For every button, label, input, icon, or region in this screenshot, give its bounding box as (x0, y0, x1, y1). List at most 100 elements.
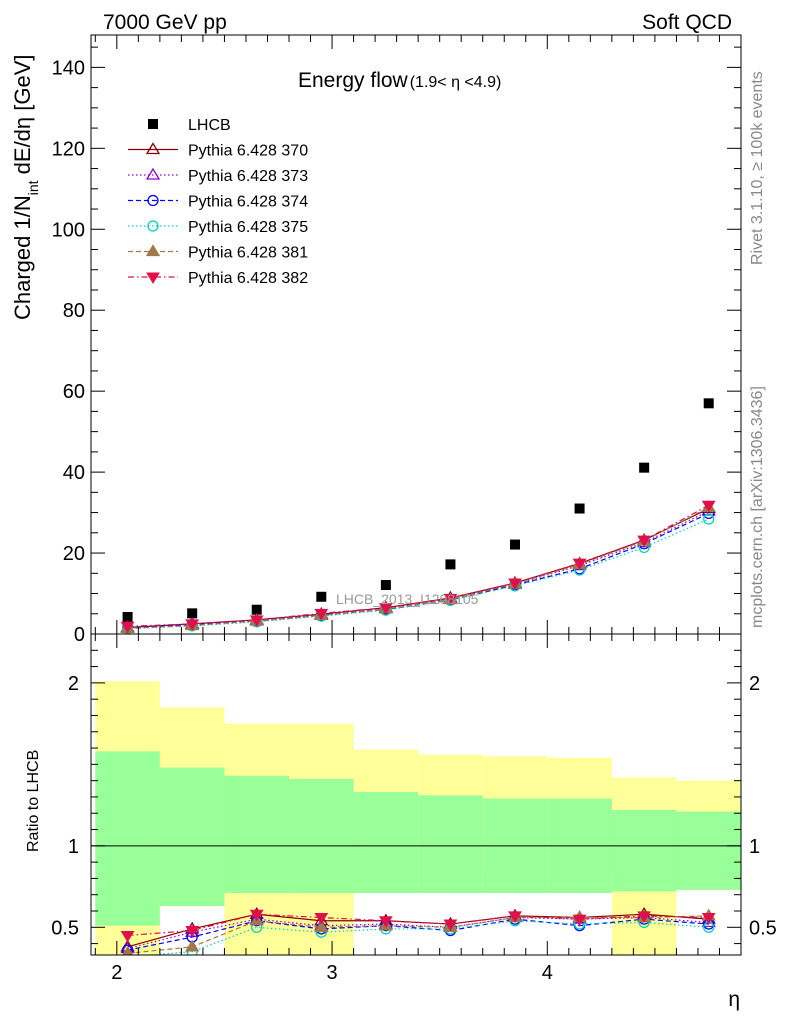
main-series-line (127, 506, 709, 629)
data-point-lhcb (122, 612, 133, 623)
ratio-data-point (314, 920, 329, 932)
data-point-lhcb (316, 591, 327, 602)
ratio-data-point (378, 916, 393, 928)
main-title-text: Energy flow (298, 69, 409, 92)
inner-band-bin (159, 767, 225, 907)
legend-marker (145, 244, 161, 257)
main-series (121, 507, 715, 634)
legend-marker (146, 272, 160, 284)
x-tick-label: 4 (542, 962, 553, 984)
main-y-tick-label: 80 (63, 300, 85, 322)
legend: LHCB Pythia 6.428 370 Pythia 6.428 373 Pyth… (128, 117, 308, 287)
header-process: Soft QCD (642, 11, 732, 34)
ratio-y-tick-label: 2 (68, 673, 79, 695)
main-series (120, 500, 716, 634)
ratio-data-point (249, 909, 264, 922)
data-point-lhcb (251, 604, 262, 615)
data-point-lhcb (510, 539, 521, 550)
legend-entry: LHCB (148, 117, 231, 134)
legend-marker (145, 142, 161, 155)
main-data-point (314, 608, 329, 621)
legend-label: Pythia 6.428 374 (188, 194, 308, 211)
mcplots-label: mcplots.cern.ch [arXiv:1306.3436] (749, 386, 766, 628)
main-y-tick-label: 60 (63, 381, 85, 403)
legend-label: LHCB (188, 117, 231, 134)
inner-band-bin (95, 751, 160, 926)
legend-marker (147, 220, 159, 232)
main-y-tick-label: 40 (63, 462, 85, 484)
main-y-tick-label: 100 (52, 219, 85, 241)
main-series-line (127, 507, 709, 629)
legend-marker (148, 119, 158, 129)
inner-band-bin (418, 795, 483, 894)
main-y-tick-label: 0 (74, 624, 85, 646)
ratio-data-point (314, 913, 329, 925)
inner-band-bin (676, 811, 741, 890)
ratio-bands (95, 681, 741, 955)
x-tick-label: 2 (111, 962, 122, 984)
ratio-data-point (121, 944, 134, 955)
legend-marker (145, 167, 161, 180)
main-series-line (127, 510, 709, 629)
ratio-series-line (127, 913, 709, 937)
legend-entry: Pythia 6.428 374 (128, 194, 308, 211)
ratio-data-point (701, 913, 716, 925)
main-data-point (703, 513, 715, 525)
ratio-y-tick-label-right: 0.5 (749, 917, 777, 939)
main-series (121, 513, 715, 635)
ratio-y-axis-label: Ratio to LHCB (25, 750, 42, 852)
data-point-lhcb (639, 462, 650, 473)
data-point-lhcb (703, 398, 714, 409)
main-series-line (127, 518, 709, 630)
watermark-label: LHCB_2013_I1208105 (336, 591, 479, 607)
legend-entry: Pythia 6.428 381 (128, 244, 308, 262)
legend-label: Pythia 6.428 381 (188, 245, 308, 262)
main-data-point (378, 603, 393, 615)
legend-marker (147, 194, 159, 207)
ratio-data-point (120, 930, 135, 943)
ratio-data-point (443, 919, 458, 932)
ratio-data-point (508, 911, 522, 923)
main-data-point (572, 558, 587, 571)
ratio-data-point (701, 915, 716, 928)
main-data-point (120, 621, 135, 634)
legend-entry: Pythia 6.428 370 (128, 142, 308, 160)
legend-label: Pythia 6.428 373 (188, 168, 308, 185)
main-title-range: (1.9< η <4.9) (410, 74, 502, 91)
main-series (122, 398, 714, 623)
ratio-data-point (637, 911, 652, 923)
ratio-y-tick-label-right: 2 (749, 673, 760, 695)
x-tick-label: 3 (326, 962, 337, 984)
ratio-y-tick-label: 1 (68, 836, 79, 858)
main-series-line (127, 504, 709, 627)
rivet-label: Rivet 3.1.10, ≥ 100k events (749, 71, 766, 265)
main-series (120, 503, 716, 633)
legend-entry: Pythia 6.428 375 (128, 219, 308, 236)
main-series (120, 501, 716, 633)
inner-band-bin (611, 809, 677, 892)
ratio-panel: 2 3 4 0.5 0.5 1 1 2 2 (51, 633, 777, 984)
main-y-axis-label-head: Charged 1/N (10, 195, 35, 320)
legend-entry: Pythia 6.428 373 (128, 167, 308, 185)
main-data-point (637, 535, 652, 548)
data-point-lhcb (187, 608, 198, 619)
main-y-tick-label: 120 (52, 138, 85, 160)
ratio-data-point (572, 914, 587, 927)
legend-label: Pythia 6.428 375 (188, 219, 308, 236)
main-data-point (508, 578, 522, 590)
main-y-axis-label-tail: dE/dη [GeV] (10, 54, 35, 180)
ratio-data-point (185, 926, 200, 938)
main-data-point (443, 593, 458, 606)
ratio-y-tick-label: 0.5 (51, 917, 79, 939)
ratio-series-line (127, 918, 709, 951)
ratio-data-point (185, 939, 200, 952)
inner-band-bin (353, 792, 419, 894)
main-series (120, 500, 716, 633)
main-y-tick-label: 20 (63, 543, 85, 565)
ratio-frame (90, 633, 742, 956)
legend-entry: Pythia 6.428 382 (128, 270, 308, 287)
main-data-point (701, 500, 716, 513)
header-energy: 7000 GeV pp (103, 11, 227, 34)
data-point-lhcb (574, 503, 585, 514)
